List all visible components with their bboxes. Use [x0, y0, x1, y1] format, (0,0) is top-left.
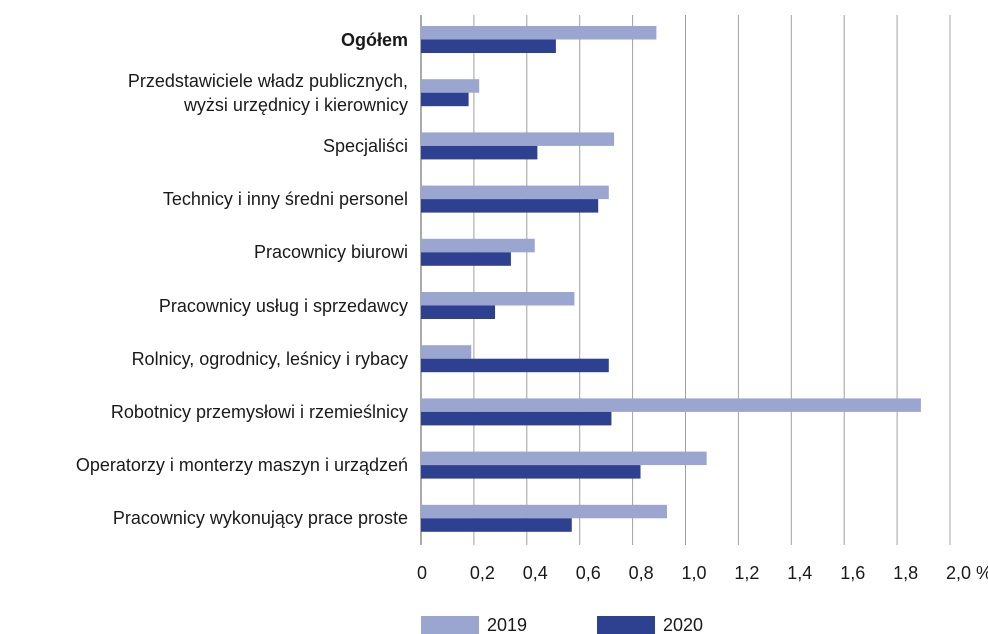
bar [421, 398, 921, 412]
bar [421, 358, 609, 373]
category-label: Operatorzy i monterzy maszyn i urządzeń [75, 455, 408, 476]
category-label: Pracownicy wykonujący prace proste [112, 508, 408, 529]
bar [421, 199, 599, 213]
x-tick-label: 1,4 [787, 563, 812, 583]
category-label: Przedstawiciele władz publicznych, wyżsi… [127, 70, 408, 115]
bar [421, 145, 538, 160]
bar [421, 504, 667, 519]
x-tick-label: 0,2 [470, 563, 495, 583]
x-tick-label: 0 [417, 563, 427, 583]
bar [421, 252, 511, 266]
category-label: Pracownicy usług i sprzedawcy [158, 295, 408, 316]
x-tick-label: 0,4 [523, 563, 548, 583]
legend-swatch [597, 616, 655, 634]
legend-label: 2020 [663, 615, 703, 634]
category-label: Ogółem [340, 29, 408, 50]
bar [421, 39, 556, 53]
bar [421, 305, 496, 319]
bar [421, 465, 641, 479]
category-label: Pracownicy biurowi [253, 242, 408, 263]
x-tick-label: 0,8 [629, 563, 654, 583]
bar [421, 451, 707, 466]
x-tick-label: 0,6 [576, 563, 601, 583]
bar [421, 518, 572, 532]
legend-swatch [421, 616, 479, 634]
x-tick-label: 1,8 [893, 563, 918, 583]
category-label: Robotnicy przemysłowi i rzemieślnicy [110, 401, 408, 422]
bar [421, 411, 612, 426]
bar [421, 185, 609, 200]
x-tick-label: 1,0 [682, 563, 707, 583]
x-tick-label: 1,2 [734, 563, 759, 583]
x-tick-label: 1,6 [840, 563, 865, 583]
category-label: Specjaliści [322, 135, 408, 156]
bar [421, 345, 472, 359]
x-tick-label: 2,0 % [946, 563, 988, 583]
category-label: Technicy i inny średni personel [162, 189, 408, 210]
category-label: Rolnicy, ogrodnicy, leśnicy i rybacy [131, 348, 408, 369]
bar [421, 292, 575, 306]
bar [421, 238, 535, 253]
bar [421, 92, 469, 107]
bar [421, 132, 615, 146]
legend-label: 2019 [487, 615, 527, 634]
bar [421, 26, 657, 40]
bar [421, 79, 480, 93]
